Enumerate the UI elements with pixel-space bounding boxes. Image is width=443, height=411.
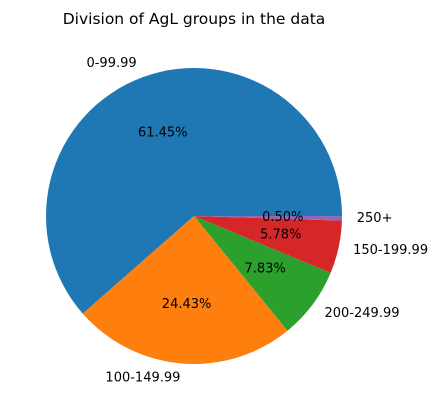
pie-slice-100-149-99 bbox=[82, 216, 288, 364]
pie-slice-0-99-99 bbox=[45, 68, 342, 314]
slice-label-150-199-99: 150-199.99 bbox=[353, 243, 428, 258]
slice-label-250: 250+ bbox=[357, 211, 393, 226]
slice-label-200-249-99: 200-249.99 bbox=[325, 306, 400, 321]
pie-slice-200-249-99 bbox=[194, 216, 331, 331]
percent-label-100-149-99: 24.43% bbox=[162, 297, 212, 312]
pie-slices bbox=[45, 68, 342, 364]
slice-label-0-99-99: 0-99.99 bbox=[86, 56, 136, 71]
percent-label-150-199-99: 5.78% bbox=[260, 227, 301, 242]
percent-label-0-99-99: 61.45% bbox=[138, 125, 188, 140]
pie-slice-150-199-99 bbox=[194, 216, 342, 273]
pie-slice-250 bbox=[194, 216, 342, 221]
pie-labels: 0-99.99 61.45% 100-149.99 24.43% 200-249.99 7… bbox=[86, 56, 428, 386]
chart-title: Division of AgL groups in the data bbox=[63, 10, 326, 28]
percent-label-200-249-99: 7.83% bbox=[245, 262, 286, 277]
percent-label-250: 0.50% bbox=[262, 210, 303, 225]
slice-label-100-149-99: 100-149.99 bbox=[105, 371, 180, 386]
